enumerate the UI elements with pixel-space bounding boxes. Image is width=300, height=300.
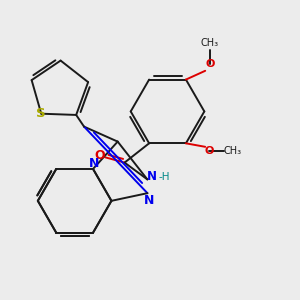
Text: N: N — [89, 157, 100, 170]
Text: O: O — [205, 59, 214, 70]
Text: N: N — [144, 194, 154, 207]
Text: O: O — [94, 149, 105, 162]
Text: -H: -H — [158, 172, 170, 182]
Text: CH₃: CH₃ — [223, 146, 241, 156]
Text: CH₃: CH₃ — [201, 38, 219, 49]
Text: N: N — [147, 170, 157, 183]
Text: S: S — [36, 107, 46, 120]
Text: O: O — [205, 146, 214, 156]
